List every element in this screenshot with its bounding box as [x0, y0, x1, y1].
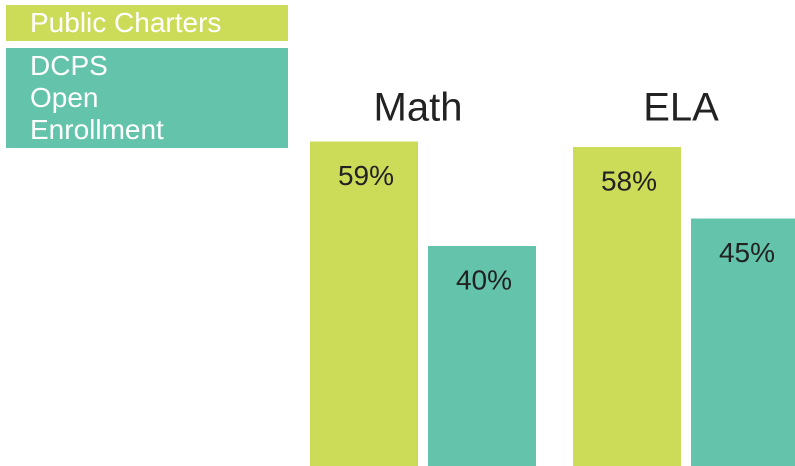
category-label: ELA	[643, 86, 719, 130]
bar	[310, 141, 418, 466]
value-label: 59%	[338, 160, 394, 191]
bar	[573, 147, 681, 466]
legend-item: Public Charters	[6, 5, 288, 41]
value-label: 40%	[456, 264, 512, 295]
legend-item: DCPS Open Enrollment	[6, 48, 288, 148]
value-label: 45%	[719, 237, 775, 268]
bar	[691, 218, 795, 466]
legend: Public Charters DCPS Open Enrollment	[6, 5, 288, 155]
bar	[428, 246, 536, 466]
value-label: 58%	[601, 165, 657, 196]
category-label: Math	[374, 86, 463, 130]
